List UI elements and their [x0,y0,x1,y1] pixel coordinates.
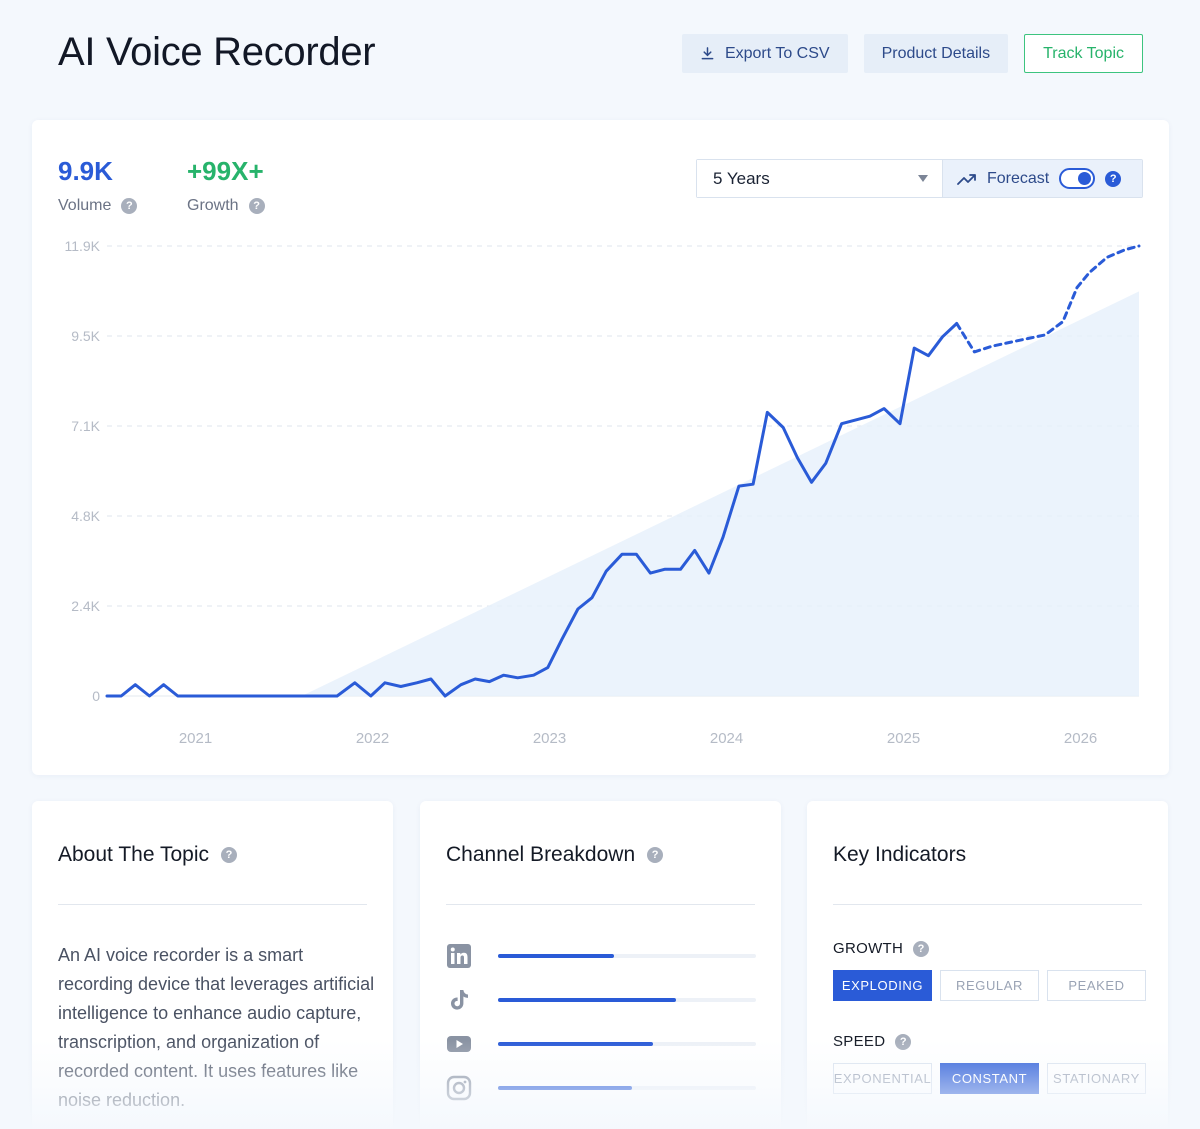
linkedin-icon [446,943,472,969]
growth-indicator-text: GROWTH [833,940,904,957]
y-tick-label: 4.8K [71,508,100,524]
volume-label: Volume [58,197,112,214]
time-range-select[interactable]: 5 Years [697,160,943,197]
channel-bar-track [498,1086,756,1090]
instagram-icon [446,1075,472,1101]
channel-bar-track [498,998,756,1002]
product-details-button[interactable]: Product Details [863,34,1009,73]
help-icon[interactable]: ? [248,198,265,214]
channel-card: Channel Breakdown? [420,801,781,1129]
channel-row [446,1073,756,1103]
indicators-title: Key Indicators [833,843,967,866]
help-icon[interactable]: ? [1105,170,1122,187]
help-icon[interactable]: ? [913,940,930,957]
help-icon[interactable]: ? [647,847,664,863]
x-tick-label: 2025 [887,730,920,747]
tiktok-icon [446,987,472,1013]
y-tick-label: 9.5K [71,328,100,344]
export-csv-button[interactable]: Export To CSV [681,34,848,73]
indicator-chip-regular[interactable]: REGULAR [940,970,1039,1001]
divider [446,904,755,905]
chevron-down-icon [918,175,928,182]
channel-bar-fill [498,998,677,1002]
forecast-toggle[interactable] [1059,168,1096,189]
track-topic-button[interactable]: Track Topic [1024,34,1143,73]
growth-value: +99X+ [187,156,264,186]
header-actions: Export To CSV Product Details Track Topi… [681,34,1143,73]
volume-value: 9.9K [58,156,113,186]
trend-chart: 0 2.4K 4.8K 7.1K 9.5K 11.9K 2021 2022 2023 2024 20… [64,238,1141,747]
about-card: About The Topic? An AI voice recorder is… [32,801,393,1129]
time-range-value: 5 Years [713,168,770,188]
channel-bar-track [498,1042,756,1046]
channel-row [446,1029,756,1059]
about-title: About The Topic [58,843,209,866]
chart-controls: 5 Years Forecast ? [696,159,1143,198]
divider [833,904,1142,905]
y-tick-label: 2.4K [71,598,100,614]
channel-bar-fill [498,1042,653,1046]
trending-up-icon [957,173,976,185]
forecast-control: Forecast ? [943,160,1142,197]
help-icon[interactable]: ? [895,1033,912,1050]
channel-bar-fill [498,1086,633,1090]
growth-metric: +99X+ Growth? [187,156,265,215]
x-tick-label: 2021 [179,730,212,747]
x-tick-label: 2022 [356,730,389,747]
y-tick-label: 0 [92,688,100,704]
indicator-chip-constant[interactable]: CONSTANT [940,1063,1039,1094]
y-tick-label: 7.1K [71,418,100,434]
divider [58,904,367,905]
indicator-chip-stationary[interactable]: STATIONARY [1047,1063,1146,1094]
export-csv-label: Export To CSV [724,44,830,62]
product-details-label: Product Details [881,44,991,62]
indicators-card: Key Indicators GROWTH? EXPLODING REGULAR P… [807,801,1168,1129]
trend-chart-card: 0 2.4K 4.8K 7.1K 9.5K 11.9K 2021 2022 2023 2024 20… [32,120,1169,775]
growth-label: Growth [187,197,239,214]
speed-options: EXPONENTIAL CONSTANT STATIONARY [833,1063,1146,1094]
x-tick-label: 2024 [710,730,743,747]
volume-metric: 9.9K Volume? [58,156,138,215]
speed-indicator-text: SPEED [833,1033,886,1050]
download-icon [701,47,714,60]
forecast-label: Forecast [987,169,1050,187]
help-icon[interactable]: ? [221,847,237,863]
indicator-chip-exponential[interactable]: EXPONENTIAL [833,1063,932,1094]
indicator-chip-exploding[interactable]: EXPLODING [833,970,932,1001]
growth-options: EXPLODING REGULAR PEAKED [833,970,1146,1001]
channel-bar-track [498,954,756,958]
volume-line [105,322,959,698]
about-text: An AI voice recorder is a smart recordin… [58,945,375,1110]
track-topic-label: Track Topic [1043,44,1124,62]
y-tick-label: 11.9K [64,238,100,254]
channel-row [446,941,756,971]
indicator-chip-peaked[interactable]: PEAKED [1047,970,1146,1001]
channel-row [446,985,756,1015]
forecast-toggle-knob [1078,172,1092,185]
growth-indicator-label: GROWTH? [833,940,930,957]
channel-bar-fill [498,954,615,958]
youtube-icon [446,1031,472,1057]
trend-area [301,291,1139,696]
speed-indicator-label: SPEED? [833,1033,912,1050]
x-tick-label: 2023 [533,730,566,747]
x-tick-label: 2026 [1064,730,1097,747]
forecast-line [955,244,1141,354]
page-title: AI Voice Recorder [58,30,376,74]
channel-title: Channel Breakdown [446,843,636,866]
help-icon[interactable]: ? [121,198,138,214]
